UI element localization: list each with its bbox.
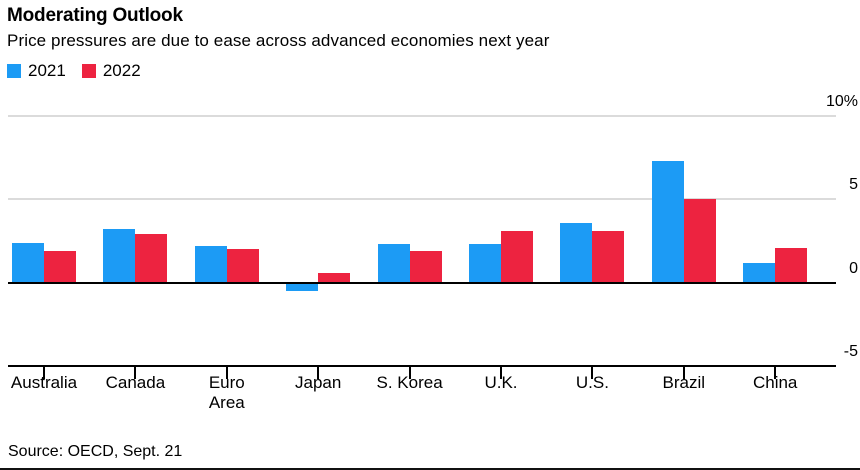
- bar-2021-canada: [103, 229, 136, 283]
- bar-2022-u-s-: [592, 231, 625, 283]
- zero-line: [8, 281, 836, 284]
- x-category-label: U.S.: [575, 373, 609, 392]
- x-category-label: Japan: [295, 373, 342, 392]
- bar-2021-japan: [286, 282, 319, 291]
- bar-2022-china: [775, 247, 808, 283]
- plot-area: Australia Canada Euro Area Japan S. Korea U.K…: [8, 115, 836, 412]
- y-tick-label: -5: [843, 343, 858, 360]
- bar-2022-australia: [44, 251, 76, 283]
- x-axis-line: [8, 365, 836, 367]
- y-tick-label: 10%: [825, 93, 858, 110]
- x-category-label: Brazil: [662, 373, 706, 392]
- bar-2021-u-s-: [560, 222, 593, 283]
- x-tick: [317, 366, 320, 379]
- x-category-label: Canada: [105, 373, 166, 392]
- x-tick: [500, 366, 502, 379]
- x-category-label: Euro Area: [208, 373, 245, 413]
- y-tick-label: 0: [849, 259, 858, 277]
- x-tick: [225, 366, 228, 379]
- legend-label-2022: 2022: [102, 61, 141, 80]
- bar-2021-australia: [12, 242, 44, 283]
- x-category-label: Australia: [10, 373, 78, 392]
- x-tick: [774, 366, 777, 379]
- x-tick: [408, 366, 411, 379]
- x-tick: [134, 366, 137, 379]
- bar-2021-u-k-: [469, 244, 501, 283]
- legend-label-2021: 2021: [28, 61, 66, 80]
- x-category-label: China: [752, 373, 798, 392]
- x-tick: [591, 366, 594, 379]
- bar-2022-japan: [318, 272, 351, 283]
- x-category-label: U.K.: [484, 373, 518, 392]
- bar-2022-u-k-: [501, 231, 533, 283]
- legend-item-2021: 2021: [7, 61, 66, 81]
- chart-subtitle: Price pressures are due to ease across a…: [7, 31, 550, 50]
- bar-2022-brazil: [683, 199, 716, 283]
- bar-2021-s-korea: [377, 244, 410, 283]
- legend-swatch-2022-icon: [81, 64, 96, 78]
- legend-item-2022: 2022: [81, 61, 141, 81]
- x-tick: [43, 366, 45, 379]
- bar-2021-china: [743, 262, 776, 283]
- x-tick: [682, 366, 685, 379]
- bar-2021-euro-area: [194, 246, 227, 283]
- bar-2021-brazil: [651, 161, 684, 283]
- bar-2022-s-korea: [409, 251, 442, 283]
- source-note: Source: OECD, Sept. 21: [8, 443, 183, 460]
- bar-2022-canada: [135, 234, 168, 283]
- y-tick-label: 5: [849, 176, 858, 194]
- chart-title: Moderating Outlook: [7, 5, 183, 26]
- legend-swatch-2021-icon: [7, 64, 21, 78]
- bar-2022-euro-area: [226, 249, 259, 283]
- legend: 2021 2022: [7, 61, 157, 81]
- gridline: [8, 198, 836, 201]
- gridline: [8, 115, 836, 117]
